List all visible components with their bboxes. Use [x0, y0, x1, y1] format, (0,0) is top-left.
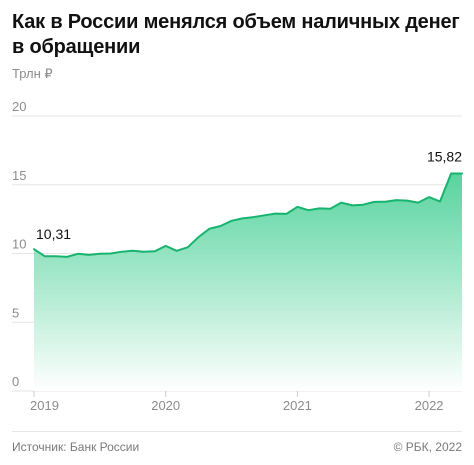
footer-divider [12, 431, 462, 432]
data-point [296, 206, 298, 208]
data-point [220, 225, 222, 227]
data-point [231, 220, 233, 222]
data-point [198, 236, 200, 238]
data-point [143, 251, 145, 253]
data-point [55, 255, 57, 257]
data-point [209, 228, 211, 230]
y-tick-label: 5 [12, 305, 19, 320]
data-point [285, 213, 287, 215]
chart-title: Как в России менялся объем наличных дене… [12, 10, 464, 60]
data-point [274, 213, 276, 215]
data-point [263, 214, 265, 216]
data-point [99, 253, 101, 255]
x-tick-label: 2021 [283, 398, 312, 413]
data-point [187, 246, 189, 248]
data-point [66, 256, 68, 258]
data-point [241, 217, 243, 219]
data-point [384, 201, 386, 203]
series-line [33, 172, 463, 258]
data-point [428, 196, 430, 198]
data-point [33, 248, 35, 250]
chart-title-line-1: Как в России менялся объем наличных дене… [12, 11, 460, 33]
data-point [307, 209, 309, 211]
data-point [406, 200, 408, 202]
area-chart: 0 5 10 15 20 2019 2020 2021 2022 10,31 15,82 [12, 99, 463, 413]
data-point [165, 245, 167, 247]
x-tick-label: 2020 [151, 398, 180, 413]
data-point [44, 255, 46, 257]
data-point [351, 204, 353, 206]
source-note: Источник: Банк России [12, 440, 140, 454]
data-point [110, 253, 112, 255]
data-point [121, 251, 123, 253]
data-point [176, 250, 178, 252]
data-point [132, 250, 134, 252]
data-point [417, 202, 419, 204]
data-point [329, 208, 331, 210]
data-point [373, 201, 375, 203]
x-tick-label: 2022 [415, 398, 444, 413]
data-label: 10,31 [36, 226, 71, 242]
data-label: 15,82 [427, 148, 462, 164]
data-point [318, 207, 320, 209]
y-tick-label: 20 [12, 99, 26, 114]
y-tick-label: 10 [12, 237, 26, 252]
data-point [362, 204, 364, 206]
data-point [340, 202, 342, 204]
data-point [154, 250, 156, 252]
chart-title-line-2: в обращении [12, 36, 141, 58]
y-tick-label: 15 [12, 168, 26, 183]
copyright: © РБК, 2022 [393, 440, 462, 454]
x-tick-label: 2019 [30, 398, 59, 413]
y-tick-label: 0 [12, 374, 19, 389]
data-point [253, 216, 255, 218]
data-point [450, 172, 452, 174]
data-point [88, 254, 90, 256]
data-point [395, 199, 397, 201]
data-point [439, 201, 441, 203]
data-point [77, 253, 79, 255]
series-area [34, 173, 462, 391]
y-axis-unit-label: Трлн ₽ [12, 66, 53, 81]
data-point [461, 172, 463, 174]
